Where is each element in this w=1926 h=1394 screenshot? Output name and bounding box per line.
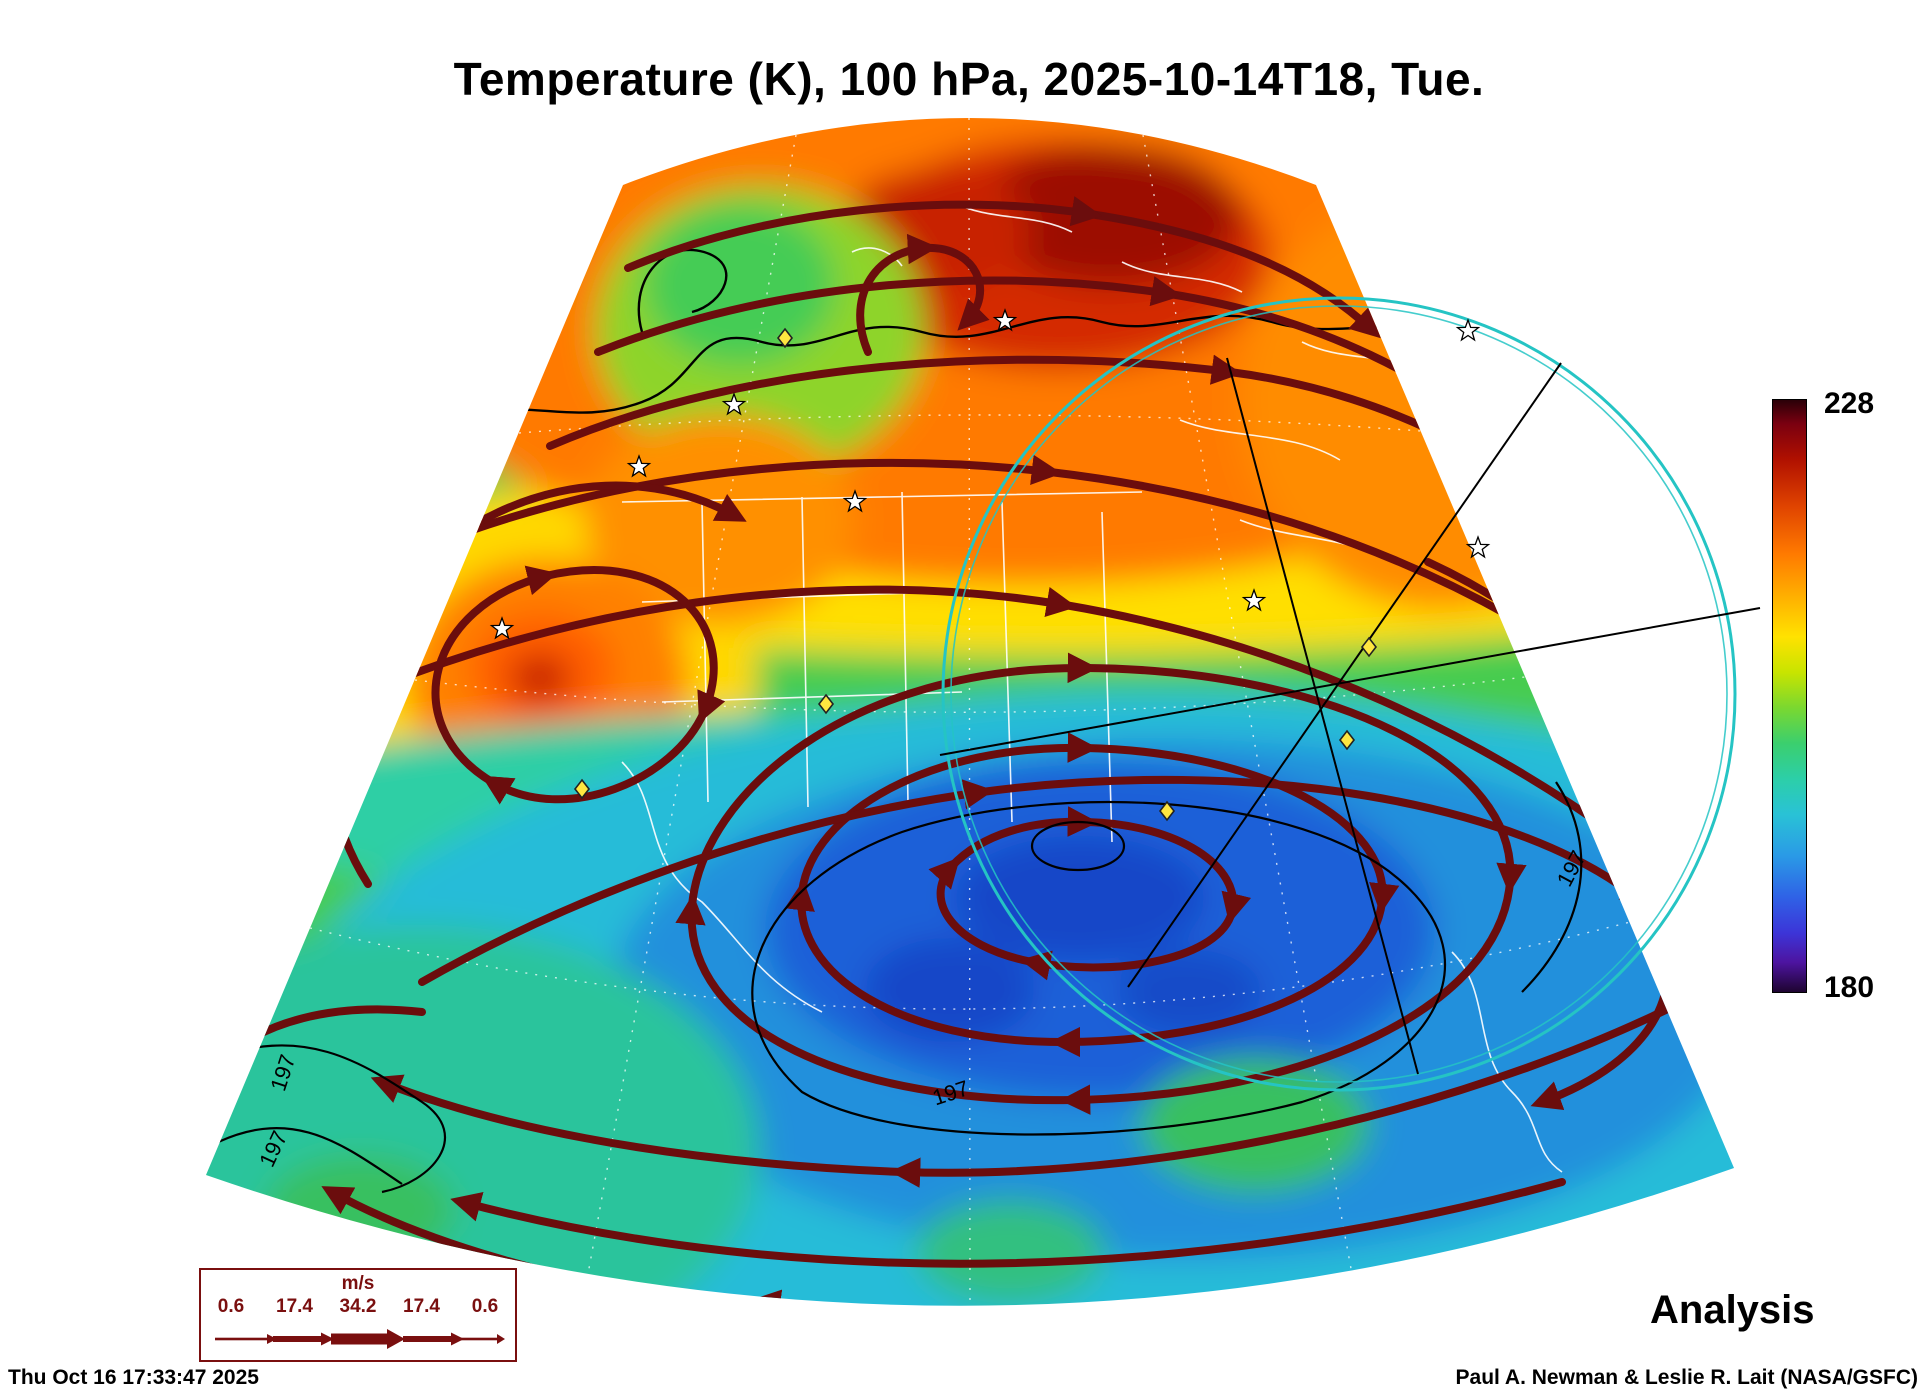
vortex-diagnostic-annotation [939, 296, 1761, 1092]
creation-timestamp: Thu Oct 16 17:33:47 2025 [8, 1366, 259, 1389]
wind-scale-arrow [215, 1329, 505, 1349]
colorbar-min-label: 180 [1824, 971, 1875, 1004]
wind-speed-legend: m/s 0.6 17.4 34.2 17.4 0.6 [199, 1268, 517, 1362]
analysis-label: Analysis [1650, 1288, 1815, 1332]
wind-speed-value: 0.6 [217, 1296, 245, 1317]
wind-speed-value: 17.4 [403, 1296, 440, 1317]
wind-speed-value: 34.2 [339, 1296, 377, 1317]
page-title: Temperature (K), 100 hPa, 2025-10-14T18,… [453, 53, 1485, 105]
wind-speed-value: 0.6 [471, 1296, 499, 1317]
wind-speed-values: 0.6 17.4 34.2 17.4 0.6 [211, 1296, 505, 1318]
colorbar-max-label: 228 [1824, 387, 1875, 420]
cross-section-lines [939, 357, 1761, 1075]
colorbar: 228 180 [1772, 387, 1874, 1004]
temperature-contours-197 [206, 781, 1583, 1194]
wind-units-label: m/s [341, 1273, 375, 1294]
colorbar-gradient [1772, 399, 1807, 993]
wind-speed-value: 17.4 [276, 1296, 313, 1317]
credit-text: Paul A. Newman & Leslie R. Lait (NASA/GS… [1455, 1366, 1918, 1389]
